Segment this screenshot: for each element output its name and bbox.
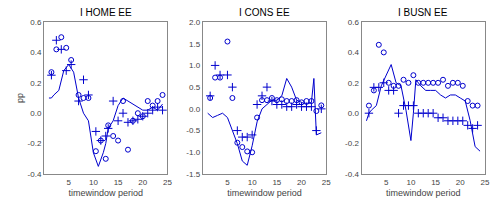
- svg-text:10: 10: [248, 178, 257, 187]
- svg-text:0.6: 0.6: [348, 18, 360, 27]
- svg-text:0.6: 0.6: [30, 18, 42, 27]
- svg-text:1.0: 1.0: [189, 61, 201, 70]
- svg-text:25: 25: [163, 178, 172, 187]
- svg-text:1.5: 1.5: [189, 40, 201, 49]
- svg-text:20: 20: [456, 178, 465, 187]
- svg-text:-0.5: -0.5: [186, 126, 200, 135]
- svg-text:5: 5: [225, 178, 230, 187]
- svg-text:0.4: 0.4: [30, 48, 42, 57]
- svg-text:-1.5: -1.5: [186, 170, 200, 179]
- svg-text:20: 20: [297, 178, 306, 187]
- svg-text:-0.2: -0.2: [28, 139, 42, 148]
- svg-text:I BUSN EE: I BUSN EE: [398, 7, 448, 18]
- svg-text:20: 20: [138, 178, 147, 187]
- svg-text:0.2: 0.2: [348, 79, 360, 88]
- svg-text:timewindow period: timewindow period: [227, 188, 302, 198]
- svg-text:-1.0: -1.0: [186, 148, 200, 157]
- svg-text:-0.2: -0.2: [345, 139, 359, 148]
- svg-text:timewindow period: timewindow period: [68, 188, 143, 198]
- svg-text:5: 5: [66, 178, 71, 187]
- svg-text:0.2: 0.2: [30, 79, 42, 88]
- svg-text:I HOME EE: I HOME EE: [80, 7, 132, 18]
- svg-text:0.0: 0.0: [189, 105, 201, 114]
- svg-text:2.0: 2.0: [189, 18, 201, 27]
- svg-text:15: 15: [431, 178, 440, 187]
- svg-text:10: 10: [89, 178, 98, 187]
- svg-text:timewindow period: timewindow period: [386, 188, 461, 198]
- svg-text:I CONS EE: I CONS EE: [239, 7, 290, 18]
- svg-text:0.0: 0.0: [30, 109, 42, 118]
- svg-text:pp: pp: [15, 93, 25, 103]
- svg-text:5: 5: [384, 178, 389, 187]
- svg-text:-0.4: -0.4: [28, 170, 42, 179]
- svg-text:15: 15: [114, 178, 123, 187]
- svg-text:25: 25: [322, 178, 331, 187]
- svg-text:0.0: 0.0: [348, 109, 360, 118]
- svg-text:15: 15: [272, 178, 281, 187]
- svg-text:25: 25: [481, 178, 490, 187]
- svg-text:0.4: 0.4: [348, 48, 360, 57]
- svg-text:10: 10: [406, 178, 415, 187]
- svg-text:0.5: 0.5: [189, 83, 201, 92]
- svg-text:-0.4: -0.4: [345, 170, 359, 179]
